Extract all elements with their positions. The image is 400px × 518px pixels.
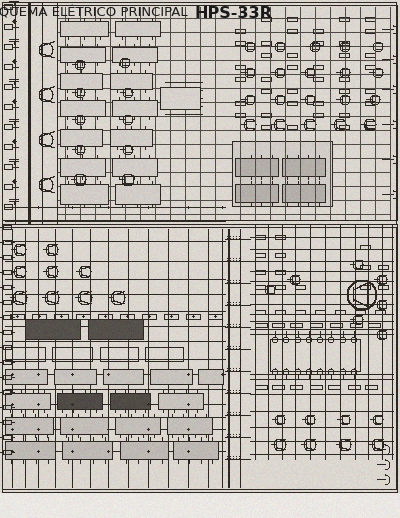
Text: ESQUEMA ELÉTRICO PRINCIPAL: ESQUEMA ELÉTRICO PRINCIPAL [0,7,192,20]
Text: HPS-33R: HPS-33R [194,6,272,21]
